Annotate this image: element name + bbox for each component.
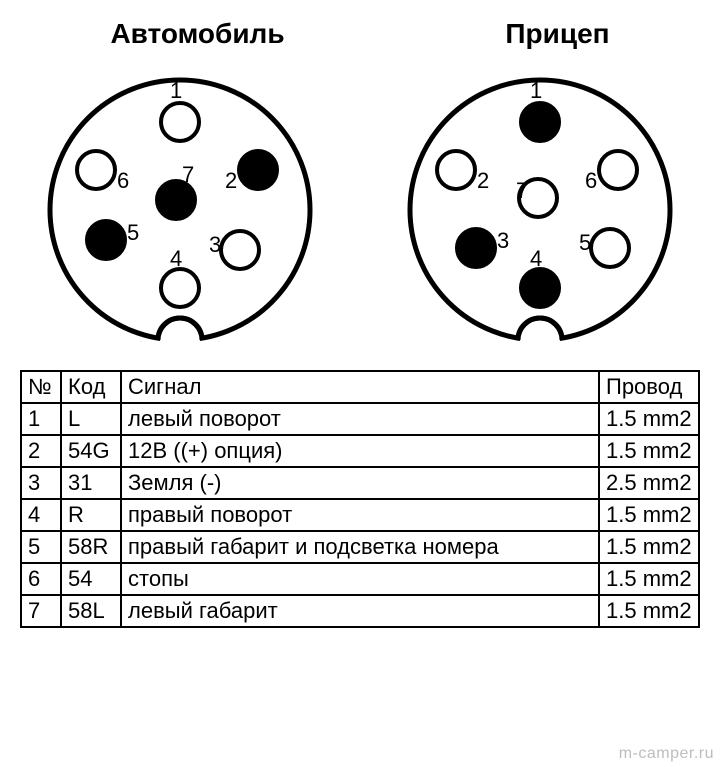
table-row: 1Lлевый поворот1.5 mm2: [21, 403, 699, 435]
pin-3: [457, 229, 495, 267]
pin-label-1: 1: [530, 78, 542, 104]
table-cell: 2.5 mm2: [599, 467, 699, 499]
titles-row: Автомобиль Прицеп: [0, 0, 720, 50]
table-cell: R: [61, 499, 121, 531]
table-cell: 4: [21, 499, 61, 531]
table-cell: 7: [21, 595, 61, 627]
table-cell: L: [61, 403, 121, 435]
pin-label-3: 3: [497, 228, 509, 254]
table-cell: 54: [61, 563, 121, 595]
table-cell: 12В ((+) опция): [121, 435, 599, 467]
table-cell: 1: [21, 403, 61, 435]
table-cell: 1.5 mm2: [599, 595, 699, 627]
connector-car: 1 2 3 4 5 6 7: [30, 60, 330, 360]
table-cell: 3: [21, 467, 61, 499]
table-cell: 1.5 mm2: [599, 531, 699, 563]
table-cell: стопы: [121, 563, 599, 595]
pin-label-6: 6: [117, 168, 129, 194]
pin-5: [87, 221, 125, 259]
table-cell: 31: [61, 467, 121, 499]
pin-label-5: 5: [579, 230, 591, 256]
pin-1: [521, 103, 559, 141]
table-cell: 58R: [61, 531, 121, 563]
pin-table: №КодСигналПровод1Lлевый поворот1.5 mm225…: [20, 370, 700, 628]
watermark: m-camper.ru: [619, 745, 714, 763]
page: Автомобиль Прицеп 1234567 1234567 №КодСи…: [0, 0, 720, 767]
title-car: Автомобиль: [110, 18, 284, 50]
pin-6: [77, 151, 115, 189]
table-header-cell: Провод: [599, 371, 699, 403]
pin-label-7: 7: [182, 162, 194, 188]
table-row: 758Lлевый габарит1.5 mm2: [21, 595, 699, 627]
pin-4: [161, 269, 199, 307]
pin-label-7: 7: [516, 178, 528, 204]
table-cell: 1.5 mm2: [599, 435, 699, 467]
table-cell: 58L: [61, 595, 121, 627]
connector-trailer: 1 2 34 5 6 7: [390, 60, 690, 360]
table-cell: левый поворот: [121, 403, 599, 435]
table-cell: левый габарит: [121, 595, 599, 627]
table-cell: правый габарит и подсветка номера: [121, 531, 599, 563]
table-cell: правый поворот: [121, 499, 599, 531]
pin-6: [599, 151, 637, 189]
pin-label-4: 4: [170, 246, 182, 272]
pin-1: [161, 103, 199, 141]
table-header-cell: Сигнал: [121, 371, 599, 403]
pin-label-4: 4: [530, 246, 542, 272]
table-cell: 2: [21, 435, 61, 467]
pin-5: [591, 229, 629, 267]
table-row: 4Rправый поворот1.5 mm2: [21, 499, 699, 531]
table-row: 254G12В ((+) опция)1.5 mm2: [21, 435, 699, 467]
table-cell: 5: [21, 531, 61, 563]
pin-label-5: 5: [127, 220, 139, 246]
pin-4: [521, 269, 559, 307]
connectors-row: 1234567 1234567: [0, 60, 720, 360]
table-cell: 6: [21, 563, 61, 595]
table-row: 654стопы1.5 mm2: [21, 563, 699, 595]
table-cell: Земля (-): [121, 467, 599, 499]
table-cell: 1.5 mm2: [599, 403, 699, 435]
table-cell: 1.5 mm2: [599, 499, 699, 531]
pin-label-1: 1: [170, 78, 182, 104]
table-header-cell: №: [21, 371, 61, 403]
pin-3: [221, 231, 259, 269]
table-row: 558Rправый габарит и подсветка номера1.5…: [21, 531, 699, 563]
table-row: 331Земля (-)2.5 mm2: [21, 467, 699, 499]
table-cell: 1.5 mm2: [599, 563, 699, 595]
pin-label-3: 3: [209, 232, 221, 258]
pin-label-2: 2: [477, 168, 489, 194]
table-cell: 54G: [61, 435, 121, 467]
table-header-cell: Код: [61, 371, 121, 403]
pin-label-2: 2: [225, 168, 237, 194]
pin-label-6: 6: [585, 168, 597, 194]
pin-2: [437, 151, 475, 189]
pin-2: [239, 151, 277, 189]
table-header-row: №КодСигналПровод: [21, 371, 699, 403]
title-trailer: Прицеп: [505, 18, 609, 50]
